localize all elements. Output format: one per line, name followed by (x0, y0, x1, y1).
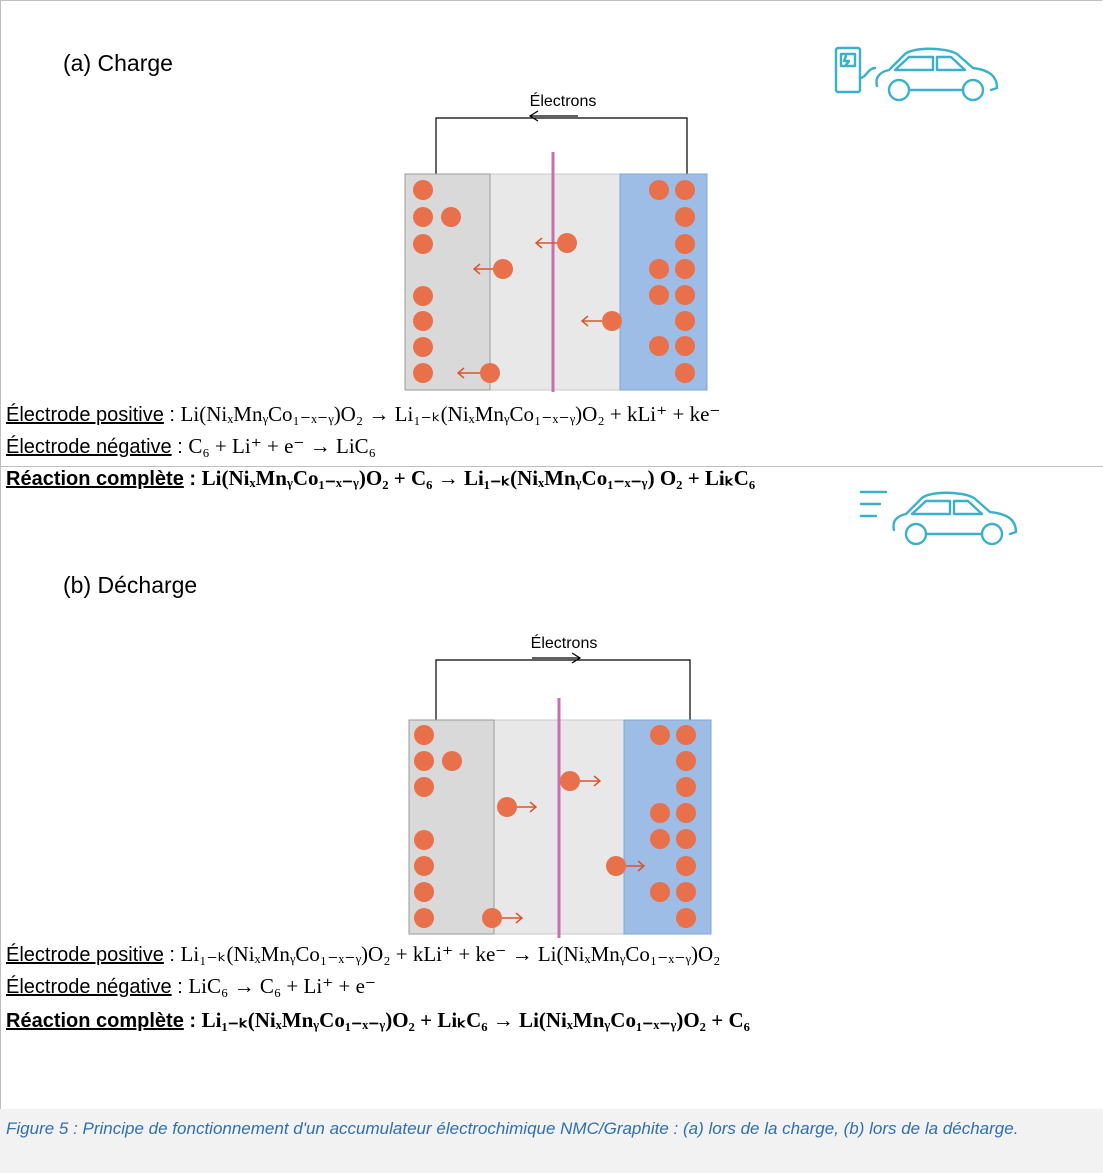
electrons-label: Électrons (531, 633, 598, 652)
moving-car-icon (859, 490, 1018, 546)
discharge-cell-diagram: Électrons (408, 633, 712, 938)
charging-station-car-icon (834, 46, 999, 102)
nmc-electrode (619, 173, 708, 391)
lithium-ion-group-nmc (650, 725, 696, 928)
lithium-ion-group-graphite (413, 180, 461, 383)
discharge-positive-equation: Électrode positive : Li₁₋ₖ(NiₓMnᵧCo₁₋ₓ₋ᵧ… (6, 942, 721, 966)
figure-caption-box: Figure 5 : Principe de fonctionnement d'… (0, 1109, 1103, 1173)
graphite-electrode (404, 173, 491, 391)
lithium-ion-group-nmc (649, 180, 695, 383)
panel-a-title: (a) Charge (63, 50, 173, 76)
discharge-negative-equation: Électrode négative : LiC₆ → C₆ + Li⁺ + e… (6, 974, 377, 998)
external-circuit-wire (435, 659, 691, 720)
charge-positive-equation: Électrode positive : Li(NiₓMnᵧCo₁₋ₓ₋ᵧ)O₂… (6, 402, 721, 426)
nmc-electrode (623, 719, 712, 935)
charge-cell-diagram: Électrons (404, 91, 708, 392)
external-circuit-wire (435, 117, 688, 174)
charge-negative-equation: Électrode négative : C₆ + Li⁺ + e⁻ → LiC… (6, 434, 377, 458)
electron-flow-arrow-right (532, 652, 582, 664)
lithium-ion-group-graphite (414, 725, 462, 928)
discharge-complete-reaction: Réaction complète : Li₁₋ₖ(NiₓMnᵧCo₁₋ₓ₋ᵧ)… (6, 1008, 750, 1032)
electrons-label: Électrons (530, 91, 597, 110)
migrating-lithium-ions (482, 771, 646, 928)
electron-flow-arrow-left (528, 110, 578, 122)
panel-divider (0, 466, 1103, 467)
panel-b-title: (b) Décharge (63, 572, 198, 598)
figure-caption: Figure 5 : Principe de fonctionnement d'… (6, 1119, 1019, 1138)
migrating-lithium-ions (456, 233, 622, 383)
charge-complete-reaction: Réaction complète : Li(NiₓMnᵧCo₁₋ₓ₋ᵧ)O₂ … (6, 466, 756, 490)
